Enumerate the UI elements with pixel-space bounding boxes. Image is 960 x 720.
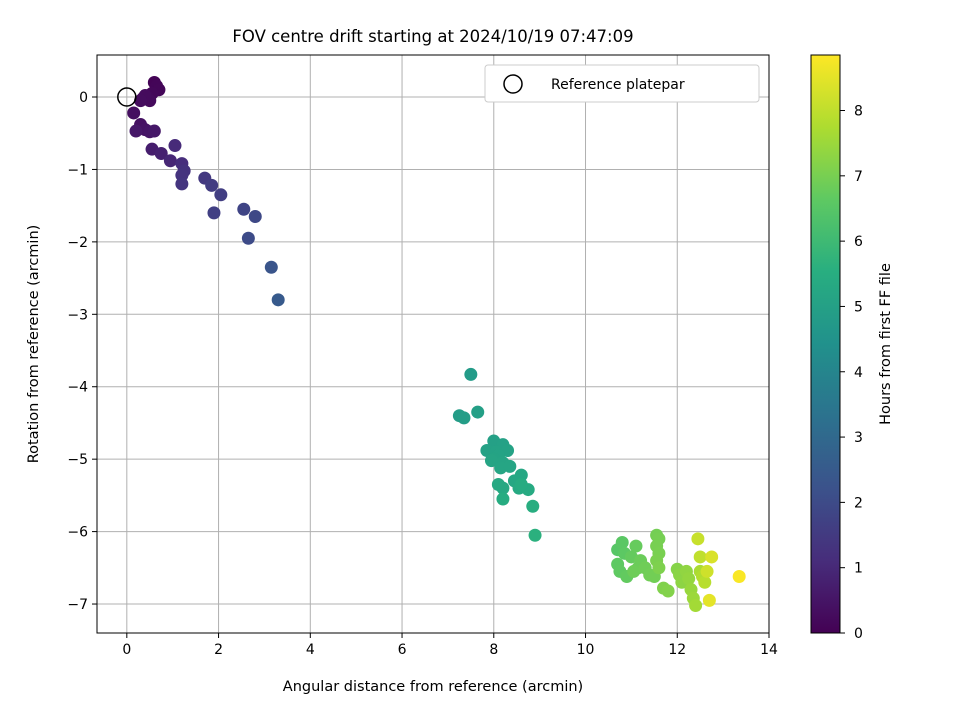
data-point: [168, 139, 182, 153]
data-point: [237, 202, 251, 216]
colorbar-tick-label: 0: [854, 626, 863, 642]
data-point: [732, 570, 746, 584]
legend-label: Reference platepar: [551, 77, 685, 93]
chart-title: FOV centre drift starting at 2024/10/19 …: [232, 27, 633, 46]
data-point: [496, 481, 510, 495]
x-axis-label: Angular distance from reference (arcmin): [283, 679, 583, 695]
data-point: [241, 231, 255, 245]
data-point: [134, 94, 148, 108]
data-point: [175, 177, 189, 191]
data-point: [214, 188, 228, 202]
data-point: [661, 584, 675, 598]
data-point: [691, 532, 705, 546]
colorbar: [810, 54, 841, 634]
y-tick-label: −3: [67, 307, 88, 323]
data-point: [702, 593, 716, 607]
y-tick-label: −4: [67, 380, 88, 396]
data-point: [484, 454, 498, 468]
data-points: [127, 76, 746, 612]
colorbar-tick-label: 6: [854, 234, 863, 250]
colorbar-tick-label: 1: [854, 561, 863, 577]
data-point: [689, 598, 703, 612]
data-point: [615, 535, 629, 549]
data-point: [700, 564, 714, 578]
colorbar-label: Hours from first FF file: [878, 263, 894, 425]
data-point: [464, 367, 478, 381]
data-point: [528, 528, 542, 542]
colorbar-tick-label: 2: [854, 495, 863, 511]
reference-marker: [117, 87, 137, 107]
data-point: [514, 478, 528, 492]
data-point: [129, 124, 143, 138]
grid-lines: [97, 55, 770, 633]
colorbar-tick-label: 5: [854, 299, 863, 315]
data-point: [147, 124, 161, 138]
x-tick-label: 12: [668, 642, 686, 658]
colorbar-ticks: 0 1 2 3 4 5 6 7 8: [840, 104, 863, 642]
legend-box: [484, 64, 760, 103]
data-point: [248, 210, 262, 224]
data-point: [205, 178, 219, 192]
data-point: [627, 564, 641, 578]
y-tick-label: 0: [79, 90, 88, 106]
data-point: [127, 106, 141, 120]
colorbar-tick-label: 3: [854, 430, 863, 446]
colorbar-tick-label: 4: [854, 365, 863, 381]
y-axis-label: Rotation from reference (arcmin): [26, 225, 42, 464]
y-tick-label: −1: [67, 162, 88, 178]
data-point: [682, 572, 696, 586]
y-tick-label: −6: [67, 525, 88, 541]
x-tick-label: 6: [398, 642, 407, 658]
y-axis-ticks: 0 −1 −2 −3 −4 −5 −6 −7: [67, 90, 97, 613]
data-point: [698, 575, 712, 589]
y-tick-label: −7: [67, 597, 88, 613]
data-point: [154, 147, 168, 161]
data-point: [503, 459, 517, 473]
data-point: [471, 405, 485, 419]
data-point: [705, 550, 719, 564]
data-point: [693, 550, 707, 564]
x-tick-label: 10: [577, 642, 595, 658]
x-tick-label: 8: [489, 642, 498, 658]
x-axis-ticks: 0 2 4 6 8 10 12 14: [122, 633, 778, 658]
data-point: [457, 411, 471, 425]
y-tick-label: −2: [67, 235, 88, 251]
data-point: [264, 260, 278, 274]
data-point: [271, 293, 285, 307]
data-point: [207, 206, 221, 220]
x-tick-label: 2: [214, 642, 223, 658]
data-point: [526, 499, 540, 513]
x-tick-label: 4: [306, 642, 315, 658]
colorbar-tick-label: 8: [854, 104, 863, 120]
data-point: [629, 539, 643, 553]
data-point: [163, 154, 177, 168]
legend-marker: [503, 74, 523, 94]
legend: Reference platepar: [484, 64, 760, 103]
x-tick-label: 0: [122, 642, 131, 658]
y-tick-label: −5: [67, 452, 88, 468]
data-point: [652, 561, 666, 575]
colorbar-tick-label: 7: [854, 169, 863, 185]
x-tick-label: 14: [760, 642, 778, 658]
plot-frame: [96, 54, 770, 634]
data-point: [496, 492, 510, 506]
